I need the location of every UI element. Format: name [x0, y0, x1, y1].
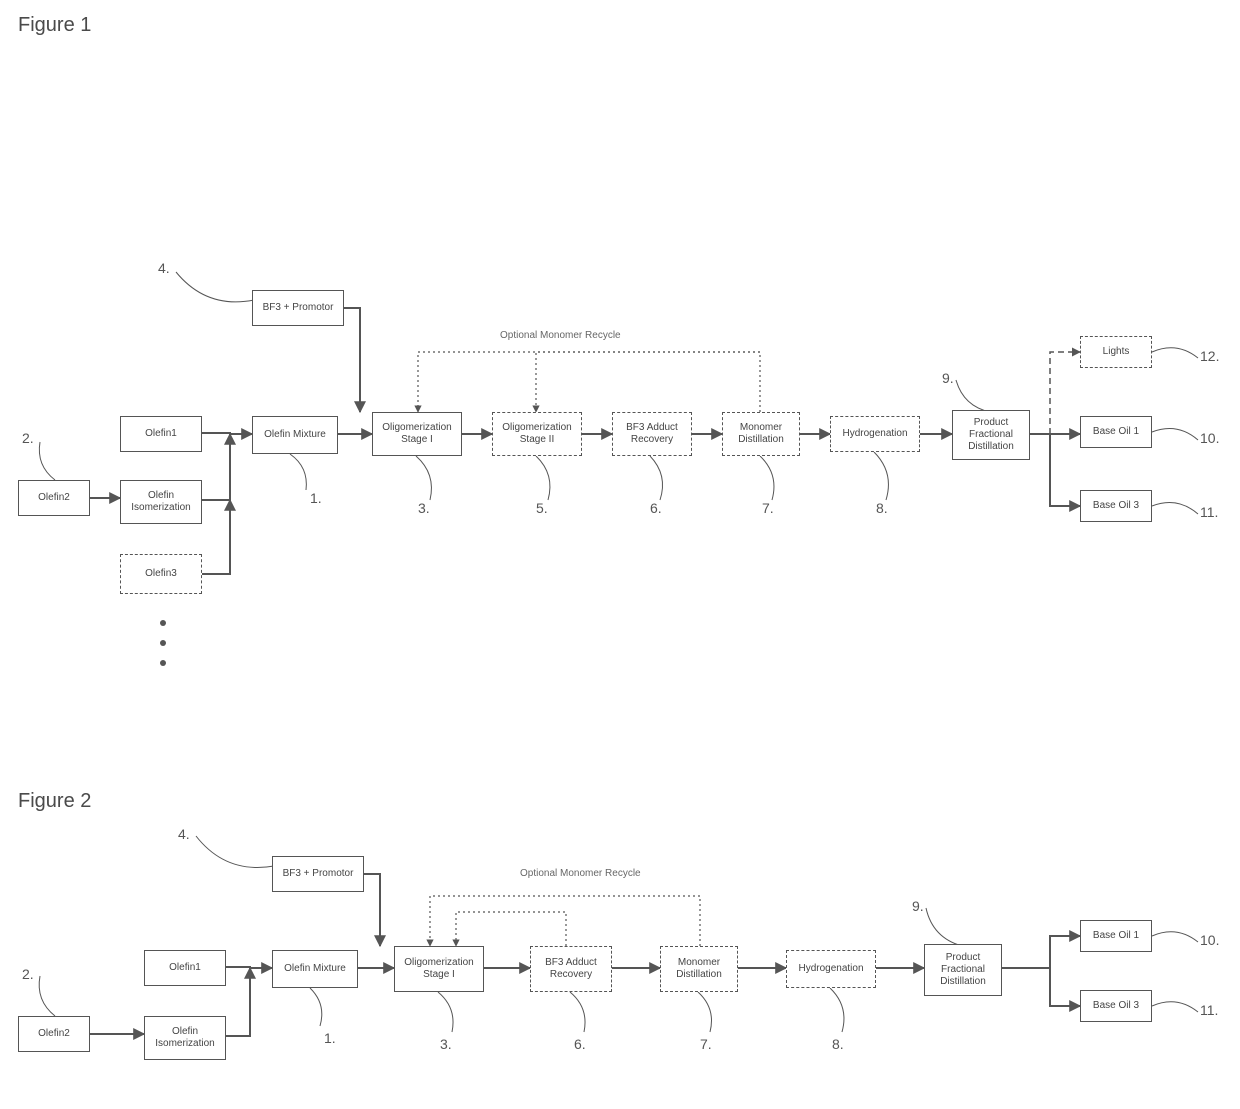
- callout-label: 10.: [1200, 430, 1219, 446]
- node-bf3prom: BF3 + Promotor: [252, 290, 344, 326]
- node-monomer: Monomer Distillation: [660, 946, 738, 992]
- callout-label: 7.: [700, 1036, 712, 1052]
- node-olefin1: Olefin1: [120, 416, 202, 452]
- ellipsis-dot: [160, 660, 166, 666]
- ellipsis-dot: [160, 640, 166, 646]
- node-adduct: BF3 Adduct Recovery: [612, 412, 692, 456]
- callout-label: 6.: [574, 1036, 586, 1052]
- callout-label: 9.: [942, 370, 954, 386]
- node-hydro: Hydrogenation: [786, 950, 876, 988]
- callout-label: 9.: [912, 898, 924, 914]
- node-stage2: Oligomerization Stage II: [492, 412, 582, 456]
- callout-label: 4.: [178, 826, 190, 842]
- callout-label: 8.: [876, 500, 888, 516]
- node-olefin3: Olefin3: [120, 554, 202, 594]
- callout-label: 11.: [1200, 504, 1218, 520]
- node-base1: Base Oil 1: [1080, 920, 1152, 952]
- callout-label: 11.: [1200, 1002, 1218, 1018]
- callout-label: 1.: [310, 490, 322, 506]
- callout-label: 10.: [1200, 932, 1219, 948]
- callout-label: 1.: [324, 1030, 336, 1046]
- callout-label: 2.: [22, 966, 34, 982]
- ellipsis-dot: [160, 620, 166, 626]
- node-olefin2: Olefin2: [18, 1016, 90, 1052]
- node-mixture: Olefin Mixture: [272, 950, 358, 988]
- node-mixture: Olefin Mixture: [252, 416, 338, 454]
- node-stage1: Oligomerization Stage I: [394, 946, 484, 992]
- callout-label: 3.: [440, 1036, 452, 1052]
- callout-label: 6.: [650, 500, 662, 516]
- node-stage1: Oligomerization Stage I: [372, 412, 462, 456]
- callout-label: 4.: [158, 260, 170, 276]
- node-lights: Lights: [1080, 336, 1152, 368]
- node-pfd: Product Fractional Distillation: [952, 410, 1030, 460]
- node-olefin1: Olefin1: [144, 950, 226, 986]
- node-olefin2: Olefin2: [18, 480, 90, 516]
- callout-label: 8.: [832, 1036, 844, 1052]
- node-adduct: BF3 Adduct Recovery: [530, 946, 612, 992]
- node-isomer: Olefin Isomerization: [120, 480, 202, 524]
- node-isomer: Olefin Isomerization: [144, 1016, 226, 1060]
- node-bf3prom: BF3 + Promotor: [272, 856, 364, 892]
- callout-label: 2.: [22, 430, 34, 446]
- callout-label: 3.: [418, 500, 430, 516]
- callout-label: 12.: [1200, 348, 1219, 364]
- node-hydro: Hydrogenation: [830, 416, 920, 452]
- node-base3: Base Oil 3: [1080, 490, 1152, 522]
- node-monomer: Monomer Distillation: [722, 412, 800, 456]
- callout-label: 7.: [762, 500, 774, 516]
- node-base3: Base Oil 3: [1080, 990, 1152, 1022]
- node-pfd: Product Fractional Distillation: [924, 944, 1002, 996]
- node-base1: Base Oil 1: [1080, 416, 1152, 448]
- callout-label: 5.: [536, 500, 548, 516]
